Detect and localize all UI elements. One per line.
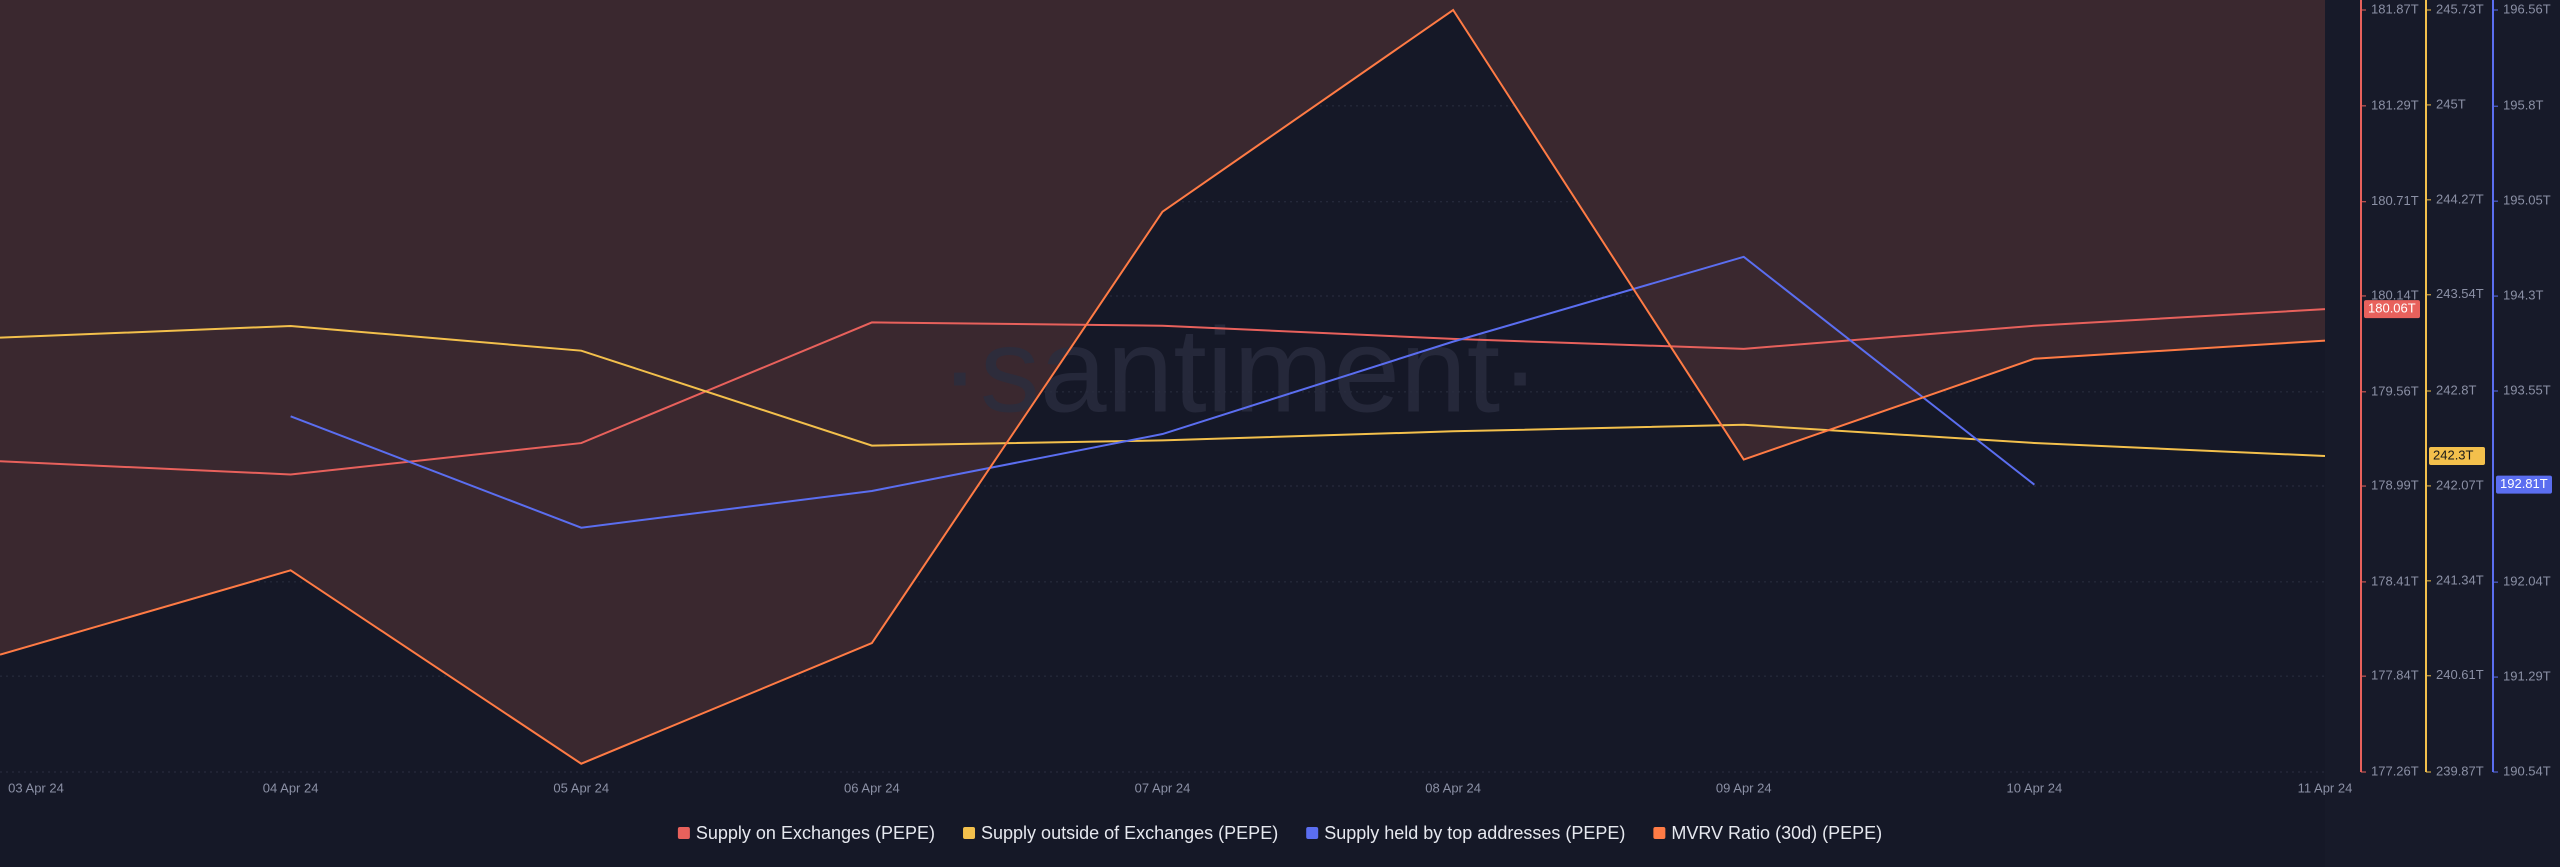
y-tick-label: 191.29T xyxy=(2503,669,2551,684)
legend-label: Supply outside of Exchanges (PEPE) xyxy=(981,823,1278,843)
x-tick-label: 11 Apr 24 xyxy=(2298,780,2353,795)
y-tick-label: 181.29T xyxy=(2371,97,2419,112)
value-badge xyxy=(2496,475,2552,494)
legend-swatch xyxy=(677,827,690,839)
value-badge xyxy=(2429,447,2485,466)
x-tick-label: 06 Apr 24 xyxy=(844,780,900,795)
legend-swatch xyxy=(1653,827,1666,839)
y-tick-label: 242.8T xyxy=(2436,382,2477,397)
axis-panel xyxy=(2325,0,2560,867)
y-tick-label: 193.55T xyxy=(2503,382,2551,397)
y-tick-label: 195.05T xyxy=(2503,193,2551,208)
current-value-label: 242.3T xyxy=(2433,447,2474,462)
plot-area xyxy=(0,0,2325,773)
legend-item: Supply held by top addresses (PEPE) xyxy=(1306,823,1625,843)
y-tick-label: 241.34T xyxy=(2436,572,2484,587)
y-tick-label: 242.07T xyxy=(2436,477,2484,492)
y-tick-label: 181.87T xyxy=(2371,1,2419,16)
legend-swatch xyxy=(963,827,976,839)
y-tick-label: 239.87T xyxy=(2436,763,2484,778)
overlay: 181.87T 181.29T 180.71T 180.14T 179.56T 178.9… xyxy=(0,0,2552,843)
x-tick-label: 07 Apr 24 xyxy=(1135,780,1191,795)
y-tick-label: 244.27T xyxy=(2436,191,2484,206)
series-line xyxy=(0,324,2326,458)
y-tick-label: 245T xyxy=(2436,96,2466,111)
series-line xyxy=(0,308,2326,476)
y-tick-label: 178.99T xyxy=(2371,477,2419,492)
x-tick-label: 04 Apr 24 xyxy=(263,780,319,795)
legend-item: Supply on Exchanges (PEPE) xyxy=(677,823,935,843)
value-badge xyxy=(2364,300,2420,319)
legend-item: MVRV Ratio (30d) (PEPE) xyxy=(1653,823,1882,843)
legend-item: Supply outside of Exchanges (PEPE) xyxy=(963,823,1278,843)
current-value-label: 180.06T xyxy=(2368,301,2416,316)
legend-label: Supply held by top addresses (PEPE) xyxy=(1324,823,1625,843)
area-fill xyxy=(0,0,2325,764)
legend-label: Supply on Exchanges (PEPE) xyxy=(696,823,935,843)
y-tick-label: 178.41T xyxy=(2371,573,2419,588)
y-tick-label: 180.71T xyxy=(2371,193,2419,208)
x-tick-label: 03 Apr 24 xyxy=(8,780,64,795)
y-tick-label: 196.56T xyxy=(2503,1,2551,16)
watermark: ·santiment· xyxy=(940,304,1540,438)
y-tick-label: 177.84T xyxy=(2371,668,2419,683)
series-line xyxy=(290,255,2035,529)
x-tick-label: 10 Apr 24 xyxy=(2007,780,2063,795)
x-tick-label: 09 Apr 24 xyxy=(1716,780,1772,795)
y-tick-label: 190.54T xyxy=(2503,763,2551,778)
y-tick-label: 180.14T xyxy=(2371,287,2419,302)
y-tick-label: 240.61T xyxy=(2436,667,2484,682)
legend-swatch xyxy=(1306,827,1319,839)
y-tick-label: 194.3T xyxy=(2503,288,2544,303)
x-tick-label: 08 Apr 24 xyxy=(1425,780,1481,795)
y-tick-label: 195.8T xyxy=(2503,98,2544,113)
y-tick-label: 245.73T xyxy=(2436,1,2484,16)
y-tick-label: 192.04T xyxy=(2503,574,2551,589)
y-tick-label: 243.54T xyxy=(2436,286,2484,301)
x-tick-label: 05 Apr 24 xyxy=(553,780,609,795)
y-tick-label: 177.26T xyxy=(2371,763,2419,778)
legend-label: MVRV Ratio (30d) (PEPE) xyxy=(1671,823,1882,843)
current-value-label: 192.81T xyxy=(2500,476,2548,491)
y-tick-label: 179.56T xyxy=(2371,383,2419,398)
series-line xyxy=(0,8,2326,765)
